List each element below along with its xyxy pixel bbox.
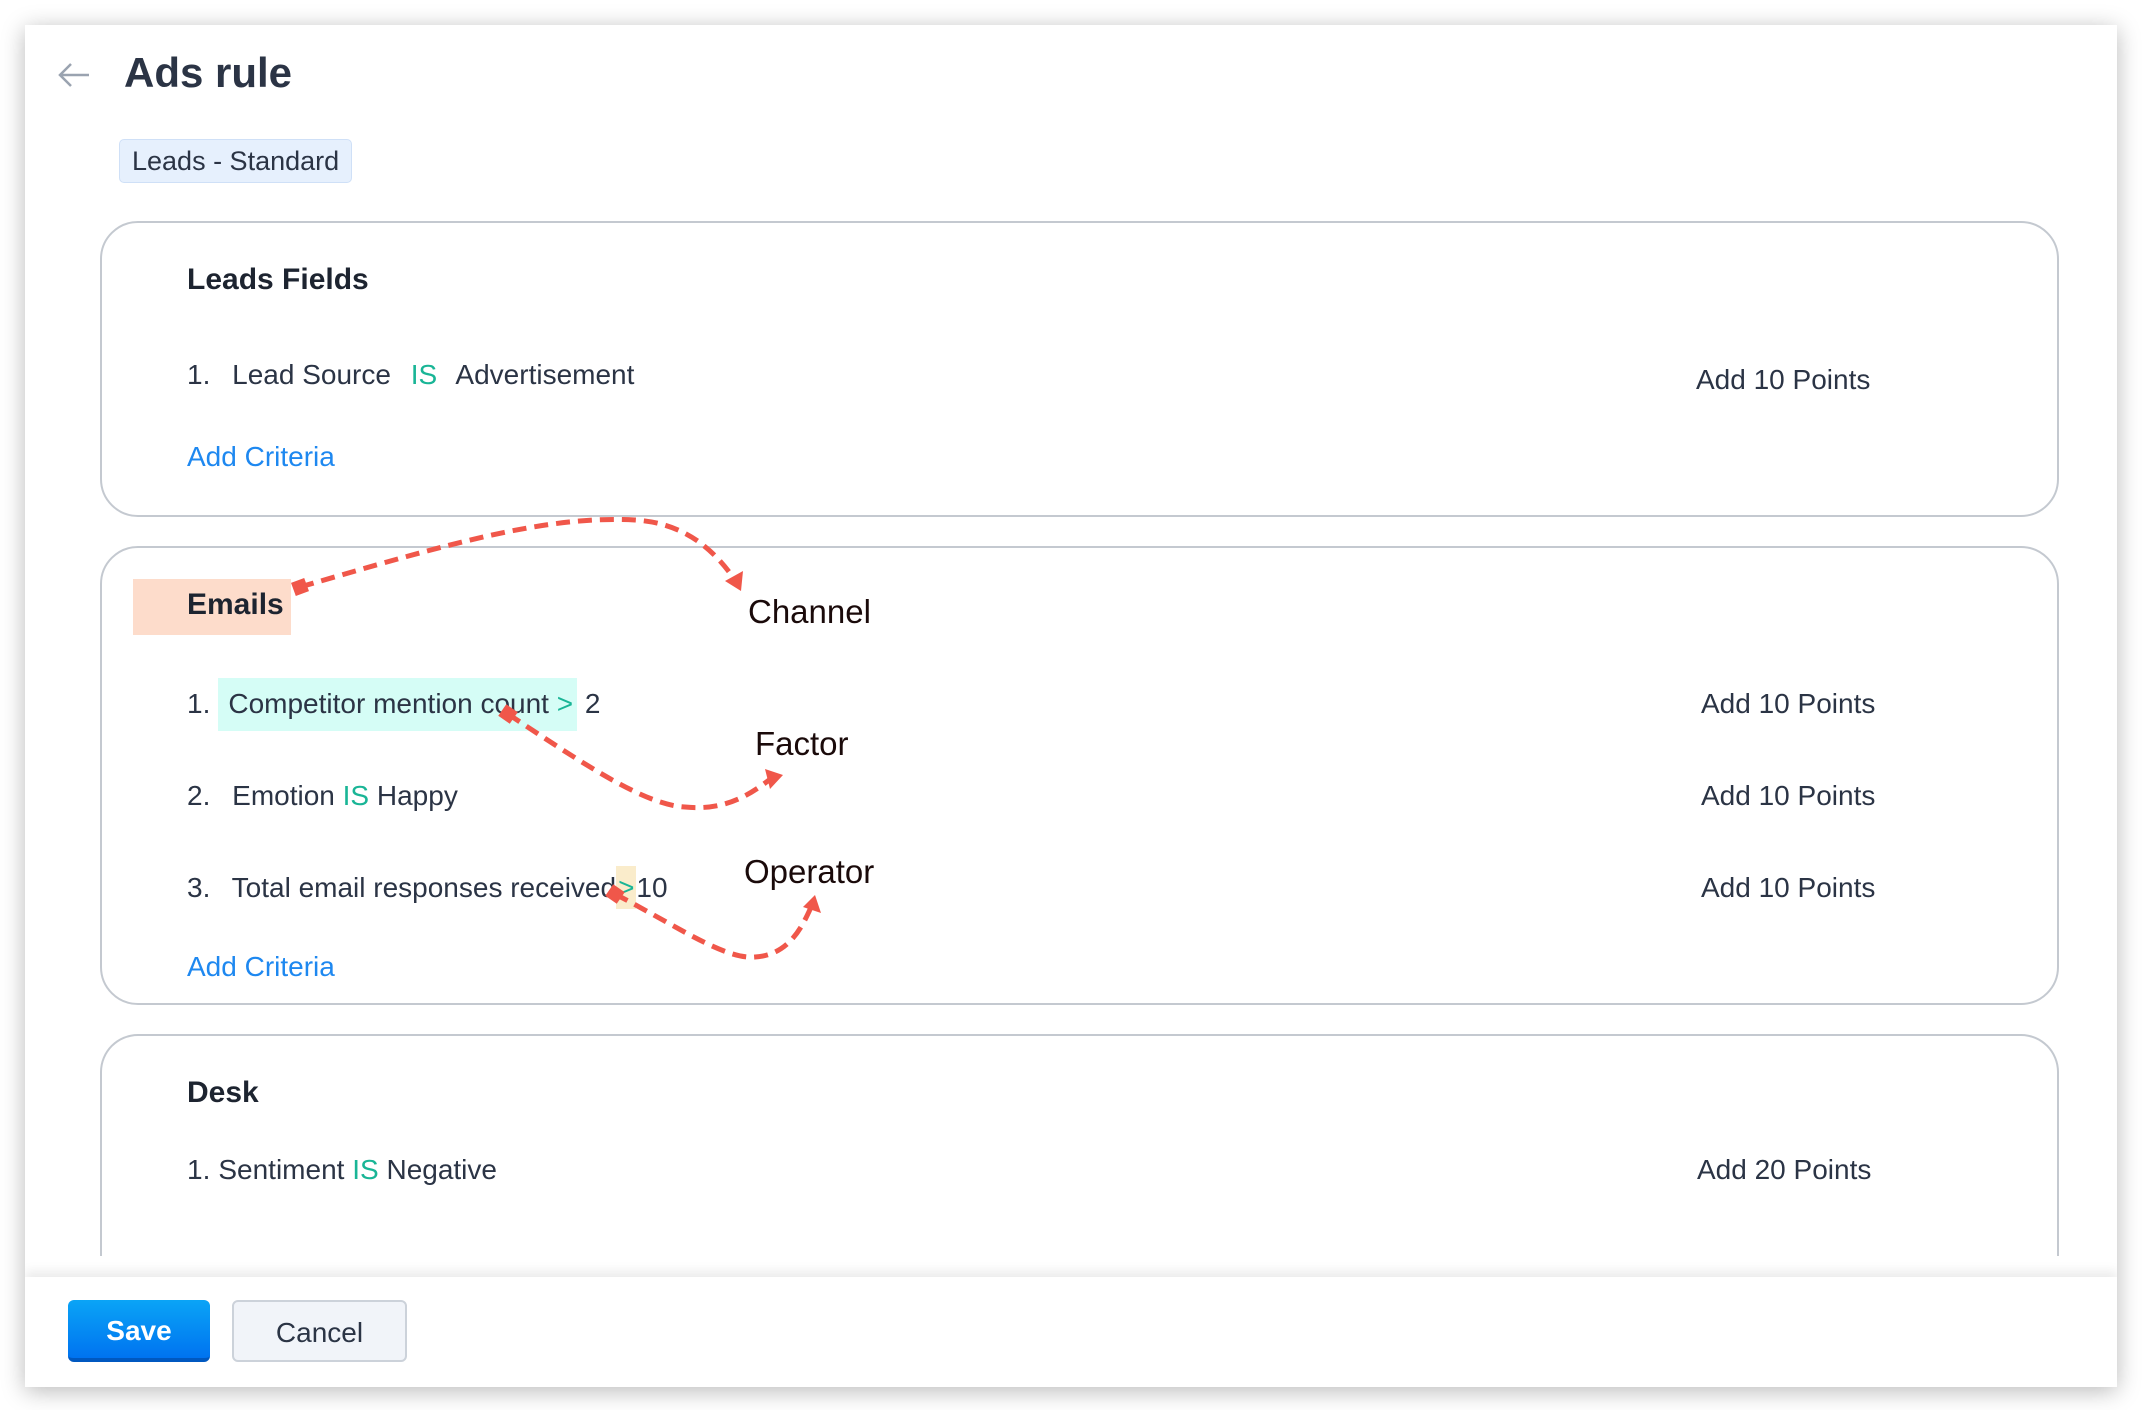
add-criteria-link[interactable]: Add Criteria [187, 951, 335, 982]
criteria-row: 1. Lead Source IS Advertisement [187, 359, 634, 391]
section-title: Leads Fields [187, 263, 369, 296]
add-criteria-link[interactable]: Add Criteria [187, 441, 335, 472]
criteria-points: Add 10 Points [1701, 688, 1876, 719]
module-badge: Leads - Standard [119, 139, 353, 183]
section-leads-fields: Leads Fields 1. Lead Source IS Advertise… [100, 221, 2059, 517]
criteria-operator: > [556, 688, 574, 719]
cancel-button[interactable]: Cancel [232, 1300, 407, 1362]
criteria-points: Add 10 Points [1701, 872, 1876, 903]
section-desk: Desk 1. Sentiment IS Negative Add 20 Poin… [100, 1034, 2059, 1256]
criteria-number: 1. [187, 688, 211, 719]
criteria-number: 1. [187, 1154, 211, 1185]
criteria-number: 1. [187, 359, 211, 390]
criteria-row: 3. Total email responses received>10 [187, 866, 668, 909]
section-title: Emails [187, 588, 284, 621]
criteria-value: 10 [636, 872, 668, 903]
criteria-value: Advertisement [455, 359, 635, 390]
annotation-factor: Factor [755, 725, 849, 762]
criteria-row: 1. Competitor mention count > 2 [187, 678, 601, 731]
criteria-value: Negative [386, 1154, 497, 1185]
criteria-field: Emotion [232, 780, 335, 811]
footer-bar: Save Cancel [25, 1277, 2117, 1387]
criteria-operator: IS [342, 780, 370, 811]
back-arrow-icon[interactable] [55, 55, 95, 95]
criteria-row: 1. Sentiment IS Negative [187, 1154, 497, 1186]
criteria-field: Total email responses received [231, 872, 617, 903]
section-title: Desk [187, 1076, 259, 1109]
criteria-operator: IS [410, 359, 438, 390]
criteria-value: Happy [376, 780, 458, 811]
annotation-channel: Channel [748, 593, 871, 630]
channel-highlight [133, 579, 291, 635]
page-title: Ads rule [124, 49, 293, 96]
criteria-operator: IS [352, 1154, 379, 1185]
rule-window: Ads rule Leads - Standard Leads Fields 1… [25, 25, 2117, 1387]
criteria-points: Add 20 Points [1697, 1154, 1872, 1185]
criteria-field: Sentiment [218, 1154, 345, 1185]
criteria-row: 2. Emotion IS Happy [187, 780, 458, 812]
criteria-value: 2 [584, 688, 601, 719]
annotation-operator: Operator [744, 853, 875, 890]
save-button[interactable]: Save [68, 1300, 210, 1362]
criteria-number: 3. [187, 872, 211, 903]
criteria-operator: > [616, 866, 637, 909]
section-emails: Emails 1. Competitor mention count > 2 Ad… [100, 546, 2059, 1005]
criteria-number: 2. [187, 780, 211, 811]
criteria-field: Lead Source [232, 359, 391, 390]
criteria-field: Competitor mention count [228, 688, 549, 719]
criteria-points: Add 10 Points [1701, 780, 1876, 811]
criteria-points: Add 10 Points [1696, 364, 1871, 395]
